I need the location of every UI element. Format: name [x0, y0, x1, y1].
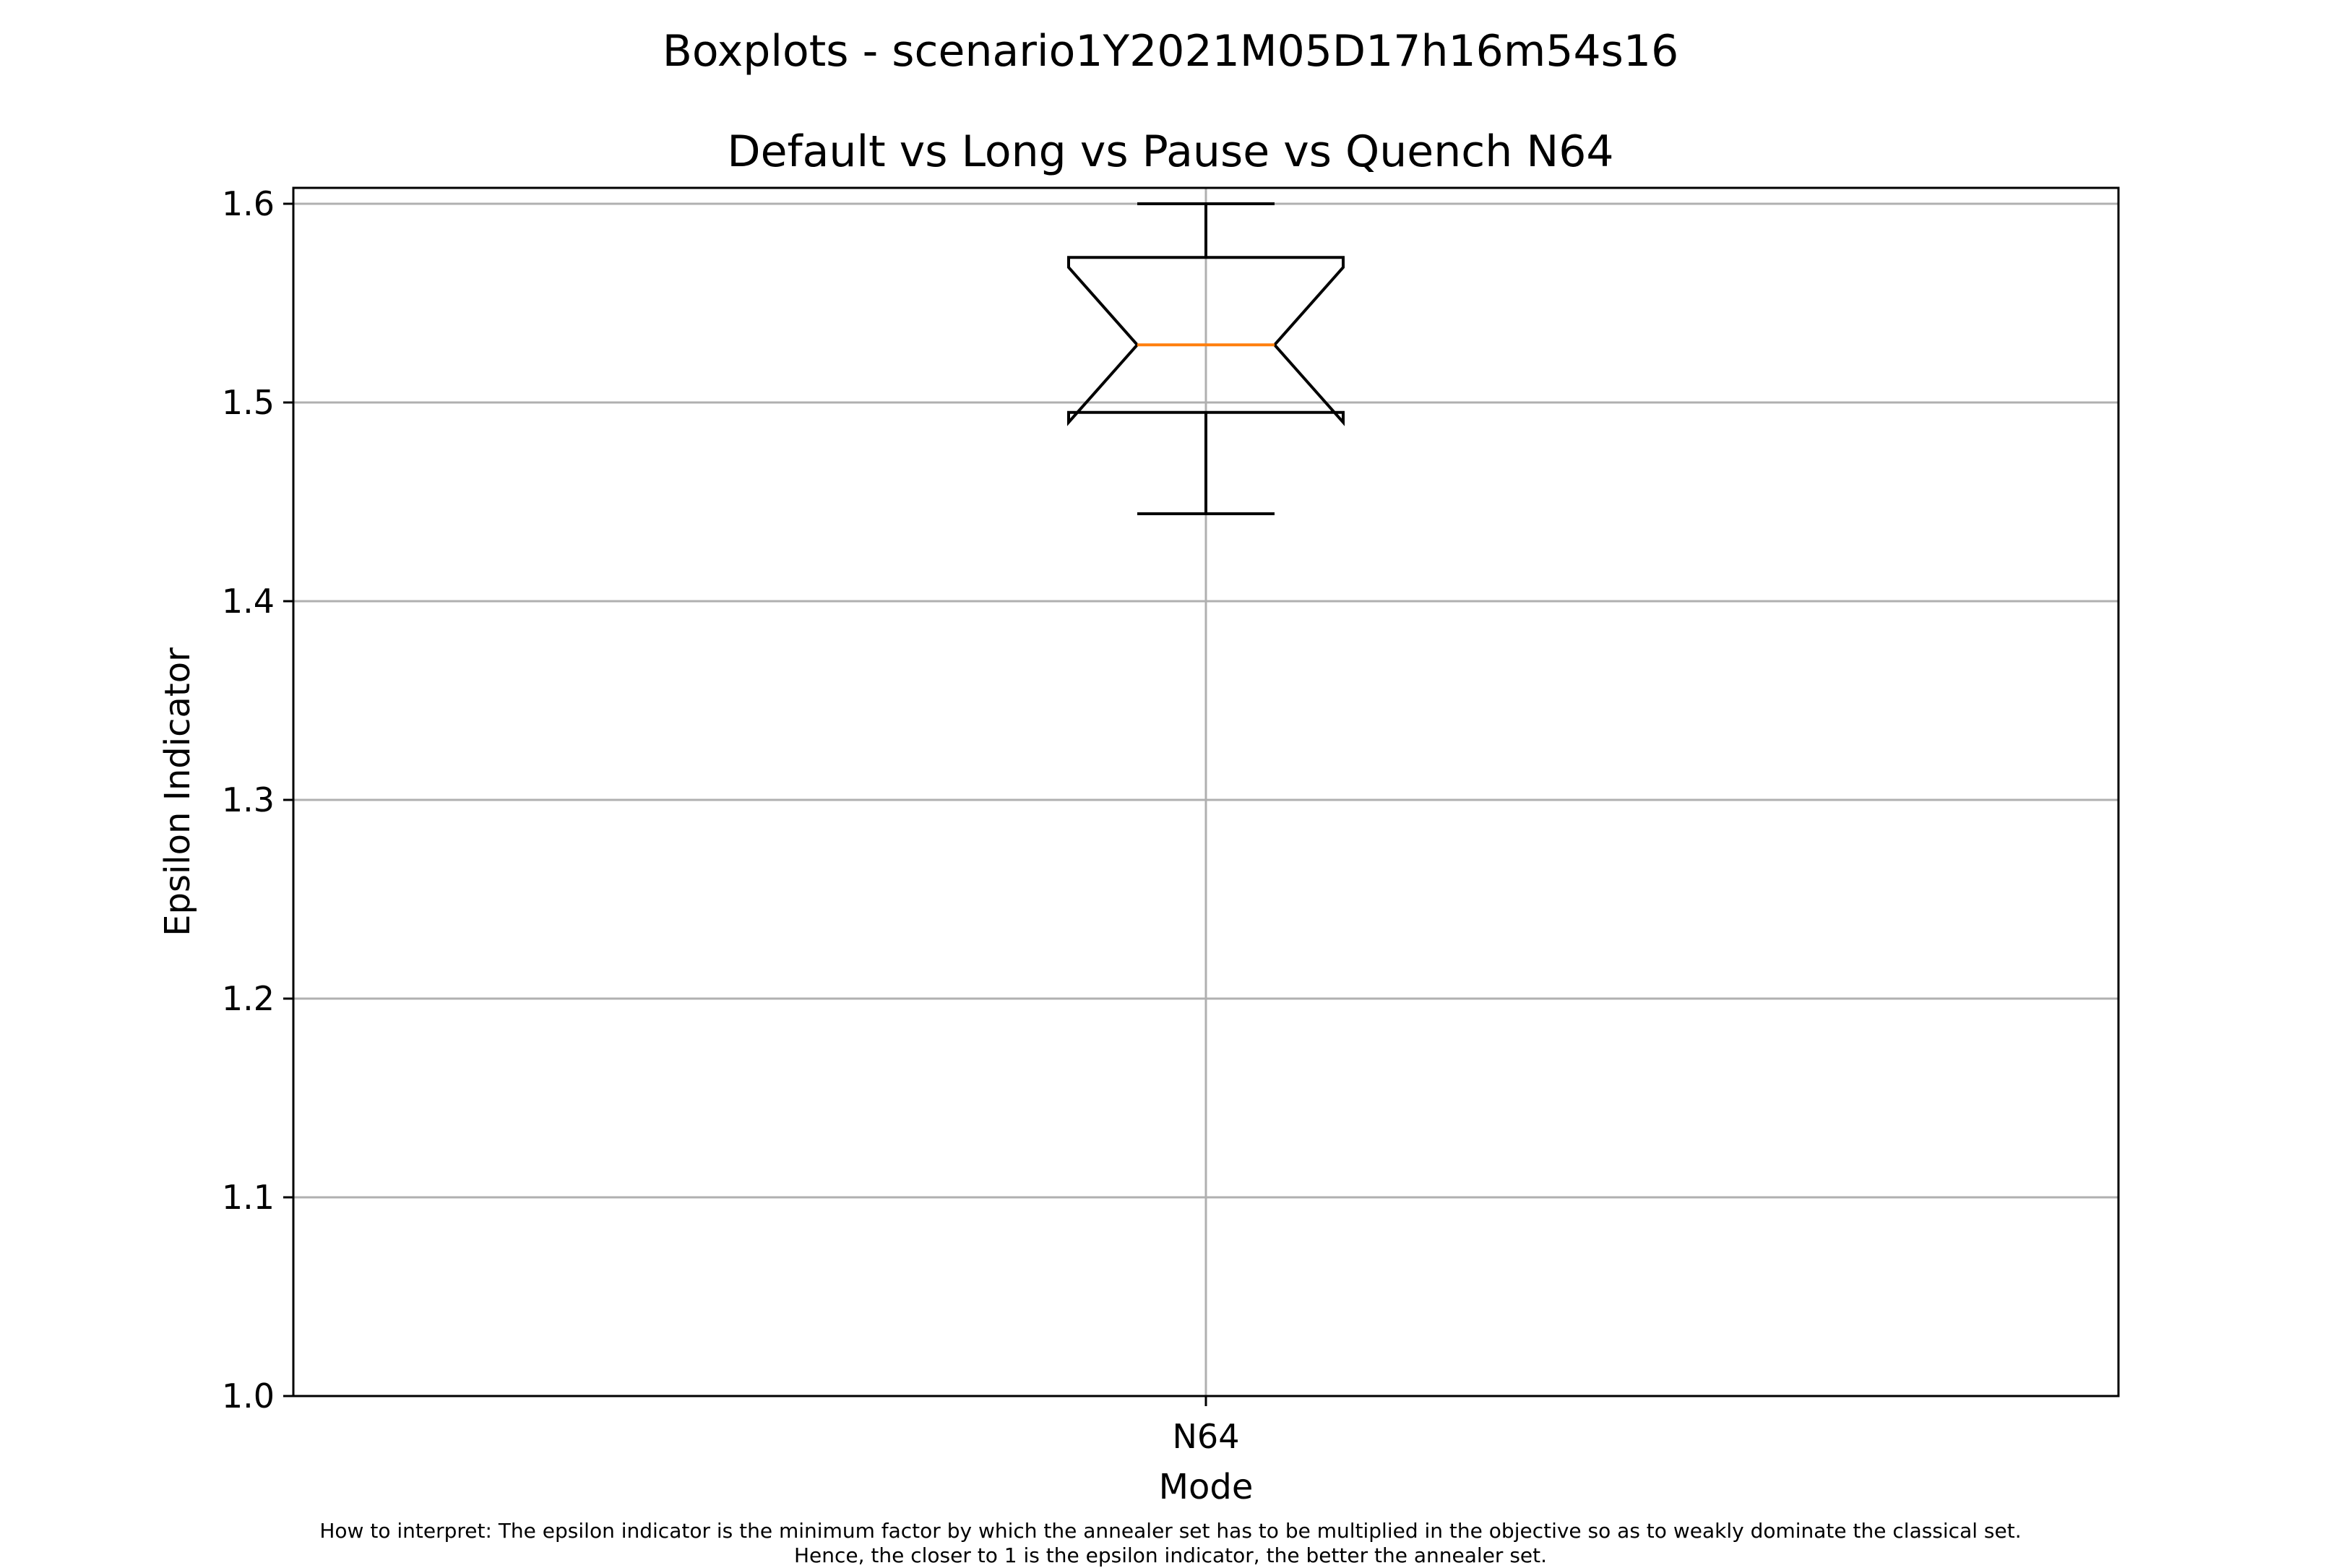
- grid-layer: [293, 188, 2118, 1397]
- y-tick-label: 1.1: [222, 1178, 275, 1217]
- x-tick-label: N64: [1173, 1417, 1240, 1456]
- x-axis-label: Mode: [1159, 1467, 1254, 1507]
- figure-suptitle: Boxplots - scenario1Y2021M05D17h16m54s16: [662, 26, 1679, 77]
- y-tick-label: 1.3: [222, 780, 275, 819]
- y-axis-label: Epsilon Indicator: [158, 647, 198, 936]
- box-layer: [1067, 202, 1345, 515]
- interpretation-note-line-1: How to interpret: The epsilon indicator …: [319, 1519, 2022, 1543]
- interpretation-note-line-2: Hence, the closer to 1 is the epsilon in…: [793, 1543, 1548, 1567]
- chart-title: Default vs Long vs Pause vs Quench N64: [727, 126, 1614, 177]
- y-tick-label: 1.0: [222, 1377, 275, 1416]
- y-tick-label: 1.5: [222, 383, 275, 422]
- y-tick-label: 1.4: [222, 582, 275, 621]
- y-tick-label: 1.2: [222, 979, 275, 1018]
- y-tick-label: 1.6: [222, 184, 275, 223]
- box-body: [1067, 256, 1345, 426]
- tick-layer: 1.0 1.1 1.2 1.3 1.4 1.5 1.6 N64: [222, 184, 1240, 1456]
